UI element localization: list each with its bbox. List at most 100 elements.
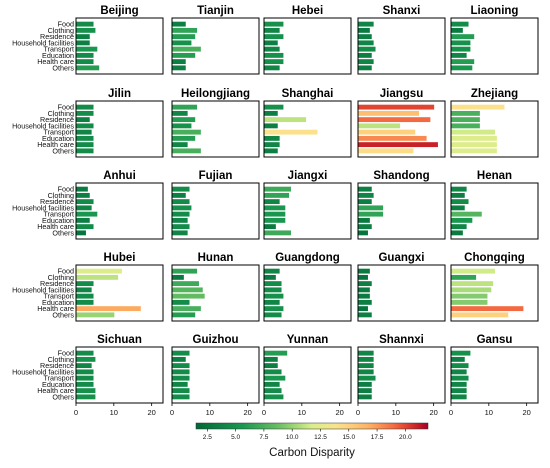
panel-frame [450, 182, 539, 240]
bar-food [451, 104, 505, 110]
bar-transport [172, 375, 190, 381]
bar-health-care [76, 59, 94, 65]
category-label: Residence [40, 197, 74, 206]
bar-health-care [76, 224, 94, 230]
x-tick-label: 0 [449, 408, 453, 417]
panel-frame [357, 182, 446, 240]
bar-food [451, 21, 469, 27]
bar-transport [451, 293, 488, 299]
bar-transport [358, 211, 384, 217]
bar-others [264, 148, 278, 154]
bar-residence [358, 34, 372, 40]
bar-clothing [172, 192, 186, 198]
category-label: Transport [44, 292, 75, 301]
category-label: Household facilities [12, 38, 74, 47]
bar-others [76, 65, 100, 71]
bar-food [358, 350, 374, 356]
x-tick-label: 10 [298, 408, 306, 417]
bar-clothing [451, 356, 465, 362]
bar-clothing [358, 274, 368, 280]
panel-title: Henan [477, 170, 512, 182]
panel-frame [263, 264, 352, 322]
bar-transport [264, 375, 286, 381]
bar-food [264, 186, 291, 192]
category-label: Household facilities [12, 285, 74, 294]
category-label: Transport [44, 210, 75, 219]
bar-others [358, 312, 372, 318]
bar-education [76, 52, 94, 58]
bar-clothing [264, 27, 280, 33]
bar-education [451, 52, 467, 58]
bar-clothing [358, 192, 374, 198]
colorbar: 2.5 5.0 7.5 10.0 12.5 15.0 17.5 20.0 Carbon Disp… [195, 422, 429, 459]
category-label: Health care [37, 386, 74, 395]
bar-food [76, 268, 122, 274]
bar-household-facilities [172, 40, 192, 46]
bar-others [451, 65, 473, 71]
bar-health-care [451, 388, 467, 394]
bar-food [451, 350, 471, 356]
bar-residence [172, 363, 190, 369]
category-label: Transport [44, 45, 75, 54]
bar-health-care [76, 142, 94, 148]
panel-shandong: Shandong [357, 170, 446, 240]
bar-clothing [76, 27, 96, 33]
category-label: Food [58, 20, 74, 29]
category-label: Education [42, 51, 74, 60]
panel-frame [357, 17, 446, 75]
panel-guangxi: Guangxi [357, 252, 446, 322]
bar-clothing [264, 274, 276, 280]
bar-others [264, 394, 284, 400]
bar-transport [264, 46, 280, 52]
bar-household-facilities [264, 205, 286, 211]
bar-transport [264, 129, 318, 135]
panel-title: Anhui [103, 170, 136, 182]
bar-education [264, 217, 286, 223]
panel-jiangxi: Jiangxi [263, 170, 352, 240]
bar-transport [451, 375, 469, 381]
colorbar-tick-label: 20.0 [399, 434, 412, 441]
bar-education [451, 299, 488, 305]
panel-shanghai: Shanghai [263, 88, 352, 158]
bar-household-facilities [172, 369, 190, 375]
bar-household-facilities [76, 369, 94, 375]
bar-others [358, 394, 372, 400]
bar-transport [76, 211, 98, 217]
x-tick-label: 20 [429, 408, 437, 417]
bar-residence [451, 363, 469, 369]
panel-title: Shanxi [383, 5, 421, 17]
panel-liaoning: Liaoning [450, 5, 539, 75]
x-tick-label: 10 [110, 408, 118, 417]
bar-education [76, 217, 90, 223]
bar-others [76, 312, 115, 318]
bar-education [172, 299, 190, 305]
bar-food [264, 21, 284, 27]
panel-title: Heilongjiang [181, 88, 250, 100]
bar-clothing [264, 356, 278, 362]
bar-others [76, 148, 94, 154]
category-label: Clothing [48, 191, 74, 200]
bar-food [172, 21, 186, 27]
category-label: Health care [37, 140, 74, 149]
panel-title: Sichuan [97, 334, 142, 346]
bar-health-care [358, 142, 438, 148]
bar-residence [76, 199, 94, 205]
panel-guizhou: Guizhou 0 10 20 [170, 334, 260, 417]
bar-others [264, 230, 291, 236]
bar-education [172, 135, 196, 141]
bar-others [172, 230, 188, 236]
category-label: Clothing [48, 355, 74, 364]
panel-title: Shannxi [379, 334, 424, 346]
bar-clothing [76, 274, 119, 280]
bar-household-facilities [358, 369, 374, 375]
category-label: Health care [37, 304, 74, 313]
bar-residence [264, 363, 278, 369]
colorbar-tick-label: 17.5 [371, 434, 384, 441]
panel-frame [171, 100, 260, 158]
bar-food [451, 268, 495, 274]
bar-education [358, 299, 372, 305]
bar-health-care [264, 142, 280, 148]
bar-clothing [451, 274, 477, 280]
x-tick-label: 10 [485, 408, 493, 417]
